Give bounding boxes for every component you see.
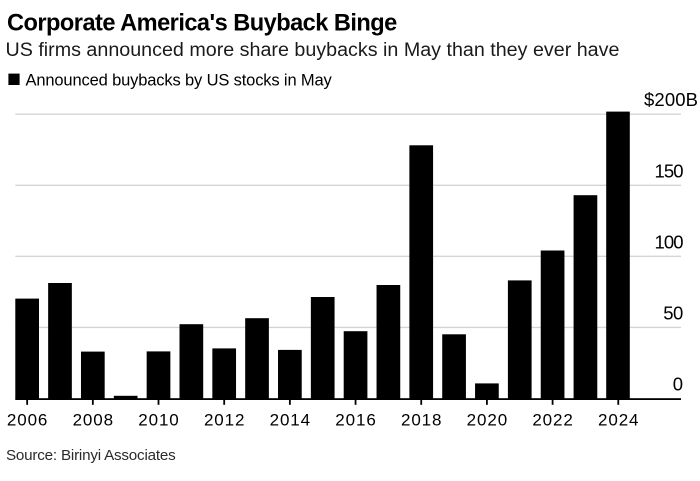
svg-text:150: 150 <box>655 160 684 181</box>
svg-text:2006: 2006 <box>7 410 48 429</box>
svg-text:2010: 2010 <box>138 410 179 429</box>
svg-text:$200B: $200B <box>644 89 698 110</box>
svg-text:50: 50 <box>663 303 683 324</box>
svg-text:Source: Birinyi Associates: Source: Birinyi Associates <box>6 447 176 464</box>
svg-text:0: 0 <box>673 374 683 395</box>
svg-text:2024: 2024 <box>598 410 639 429</box>
svg-text:2020: 2020 <box>467 410 508 429</box>
svg-text:2022: 2022 <box>532 410 573 429</box>
svg-text:2008: 2008 <box>73 410 114 429</box>
svg-text:Announced buybacks by US stock: Announced buybacks by US stocks in May <box>26 72 333 90</box>
svg-text:Corporate America's Buyback Bi: Corporate America's Buyback Binge <box>7 11 397 37</box>
svg-text:100: 100 <box>655 231 684 252</box>
svg-text:2014: 2014 <box>270 410 311 429</box>
svg-text:2018: 2018 <box>401 410 442 429</box>
svg-text:US firms announced more share: US firms announced more share buybacks i… <box>6 39 620 61</box>
svg-text:2016: 2016 <box>335 410 376 429</box>
svg-text:2012: 2012 <box>204 410 245 429</box>
